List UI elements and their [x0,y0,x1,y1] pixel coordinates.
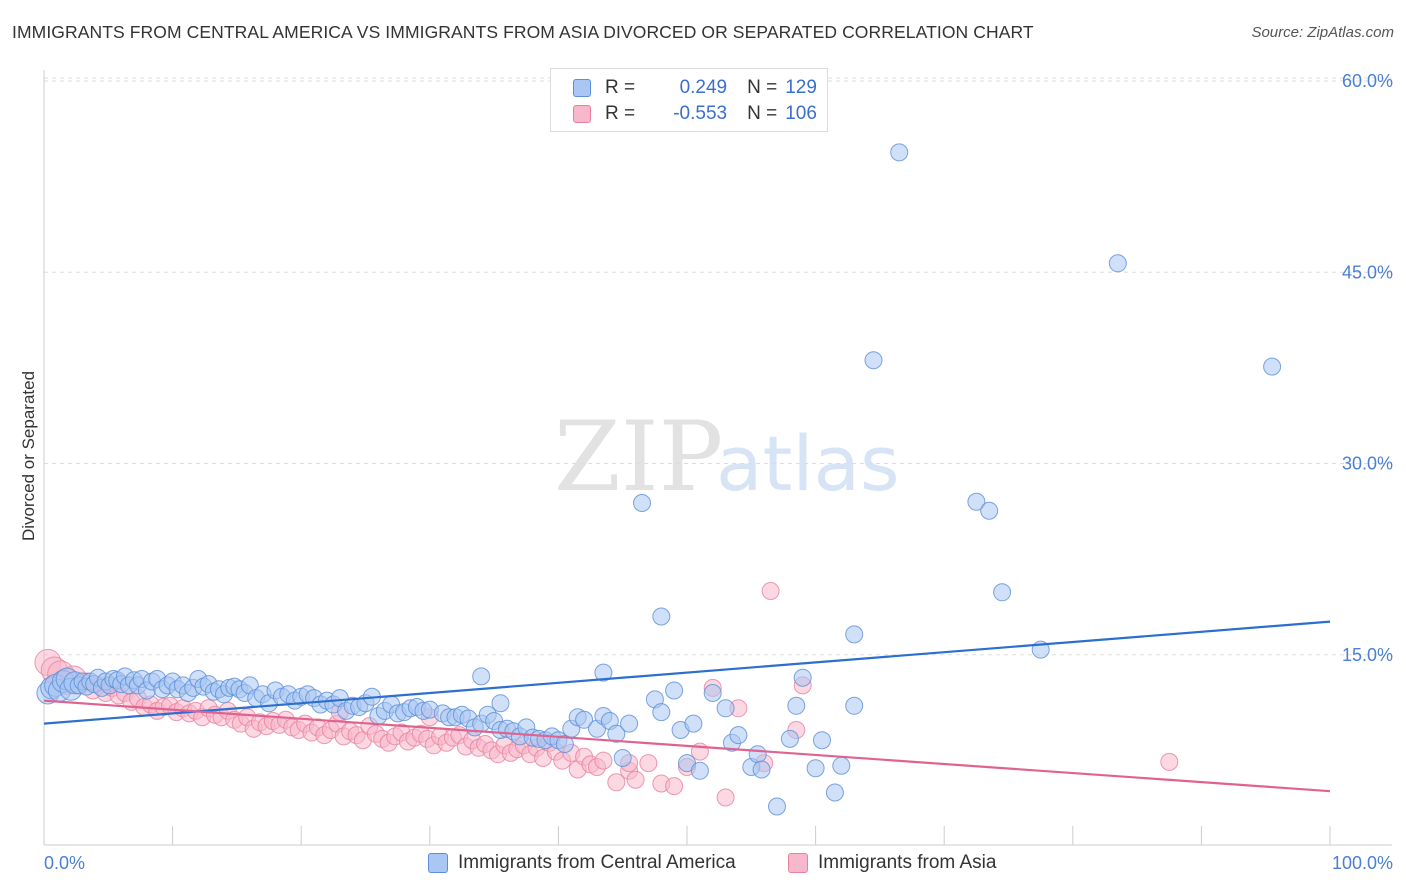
x-tick-label-min: 0.0% [44,853,85,873]
data-point-central-america [748,745,767,764]
legend-swatch-blue [573,79,591,97]
data-point-central-america [890,143,909,162]
legend-n-value: 106 [785,103,817,124]
y-tick-label: 15.0% [1342,645,1393,665]
correlation-legend: R = 0.249 N = 129 R = -0.553 N = 106 [550,68,828,132]
data-point-asia [761,582,780,600]
y-axis-label: Divorced or Separated [19,371,38,541]
chart-title: IMMIGRANTS FROM CENTRAL AMERICA VS IMMIG… [12,22,1034,42]
data-point-central-america [787,696,806,715]
data-point-central-america [793,668,812,687]
watermark: ZIP atlas [554,401,900,513]
data-point-central-america [729,726,748,745]
data-point-central-america [864,351,883,370]
series-legend-label: Immigrants from Asia [818,852,997,873]
legend-r-label: R = [605,103,636,124]
data-point-central-america [780,729,799,748]
source-credit: Source: ZipAtlas.com [1251,24,1394,41]
data-point-central-america [690,761,709,780]
series-legend: Immigrants from Central America Immigran… [0,852,1406,878]
legend-swatch-pink [573,105,591,123]
data-point-asia [607,773,626,792]
legend-n-label: N = [747,103,778,124]
data-point-central-america [825,783,844,802]
data-point-asia [716,788,735,807]
data-point-central-america [993,583,1012,602]
data-point-central-america [652,703,671,722]
data-point-asia [594,751,613,770]
y-tick-label: 30.0% [1342,454,1393,474]
data-point-asia [639,754,658,773]
data-point-asia [626,770,645,789]
data-point-central-america [1108,254,1127,273]
data-point-central-america [491,694,510,713]
data-point-central-america [613,749,632,767]
series-legend-item-central-america: Immigrants from Central America [428,852,736,874]
legend-r-label: R = [605,77,636,98]
data-point-central-america [684,714,703,733]
data-point-central-america [633,494,651,512]
series-legend-swatch-blue [428,853,448,873]
gridlines [44,77,1392,656]
x-tick-label-max: 100.0% [1332,853,1393,873]
data-point-central-america [980,501,999,520]
data-point-central-america [594,663,613,682]
axes [43,70,1392,846]
legend-n-value: 129 [785,77,817,98]
data-point-asia [1160,752,1179,771]
legend-row-central-america: R = 0.249 N = 129 [573,76,817,100]
data-point-central-america [555,735,574,753]
trend-line-asia [43,699,1331,793]
data-point-central-america [716,699,735,718]
series-legend-swatch-pink [788,853,808,873]
data-point-central-america [575,710,594,729]
data-point-central-america [665,681,684,700]
y-axis-label-group: Divorced or Separated [19,371,38,541]
legend-n-label: N = [747,77,778,98]
legend-r-value: 0.249 [679,77,728,98]
data-point-central-america [472,667,491,686]
y-tick-label: 60.0% [1342,71,1393,91]
series-legend-item-asia: Immigrants from Asia [788,852,996,874]
data-point-central-america [967,492,986,511]
data-point-central-america [813,731,831,750]
series-legend-label: Immigrants from Central America [458,852,736,873]
legend-row-asia: R = -0.553 N = 106 [573,102,817,126]
data-point-central-america [607,724,626,743]
data-point-central-america [845,696,864,715]
legend-r-value: -0.553 [673,103,728,124]
data-point-central-america [768,797,786,816]
trend-lines [43,620,1331,793]
data-point-central-america [620,714,639,733]
data-point-asia [665,777,684,796]
data-point-central-america [752,760,771,779]
y-tick-label: 45.0% [1342,262,1393,282]
data-point-central-america [806,759,825,778]
data-point-central-america [703,684,722,702]
trend-line-central-america [43,620,1331,725]
data-point-central-america [1263,357,1282,376]
data-point-central-america [652,607,671,626]
data-point-central-america [845,625,864,644]
watermark-zip: ZIP [554,401,723,513]
tick-labels: 15.0% 30.0% 45.0% 60.0% 0.0% 100.0% [44,71,1393,873]
data-point-central-america [832,756,851,775]
